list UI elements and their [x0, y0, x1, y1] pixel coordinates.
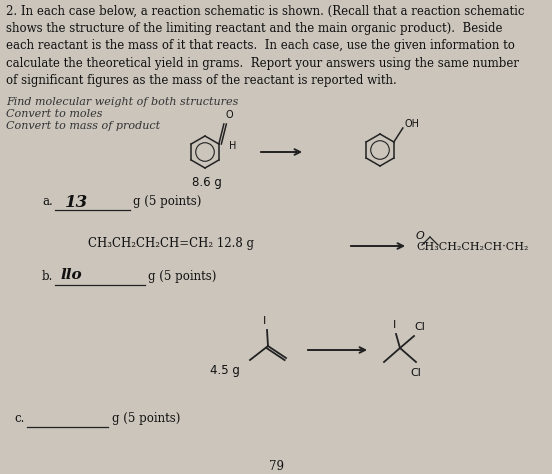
Text: CH₃CH₂CH₂CH·CH₂: CH₃CH₂CH₂CH·CH₂ [416, 242, 528, 252]
Text: Convert to moles: Convert to moles [6, 109, 103, 119]
Text: g (5 points): g (5 points) [148, 270, 216, 283]
Text: Find molecular weight of both structures: Find molecular weight of both structures [6, 97, 238, 107]
Text: H: H [229, 141, 236, 151]
Text: g (5 points): g (5 points) [112, 412, 181, 425]
Text: I: I [392, 320, 396, 330]
Text: 4.5 g: 4.5 g [210, 364, 240, 377]
Text: a.: a. [42, 195, 53, 208]
Text: 2. In each case below, a reaction schematic is shown. (Recall that a reaction sc: 2. In each case below, a reaction schema… [6, 5, 524, 87]
Text: c.: c. [14, 412, 24, 425]
Text: b.: b. [42, 270, 54, 283]
Text: Cl: Cl [414, 322, 425, 332]
Text: O: O [226, 110, 233, 120]
Text: g (5 points): g (5 points) [133, 195, 201, 208]
Text: O: O [416, 231, 424, 241]
Text: Convert to mass of product: Convert to mass of product [6, 121, 160, 131]
Text: 13: 13 [65, 194, 88, 211]
Text: llo: llo [60, 268, 82, 282]
Text: Cl: Cl [411, 368, 421, 378]
Text: CH₃CH₂CH₂CH=CH₂ 12.8 g: CH₃CH₂CH₂CH=CH₂ 12.8 g [88, 237, 254, 250]
Text: OH: OH [405, 119, 420, 129]
Text: I: I [263, 316, 267, 326]
Text: 79: 79 [268, 460, 284, 473]
Text: 8.6 g: 8.6 g [192, 176, 222, 189]
